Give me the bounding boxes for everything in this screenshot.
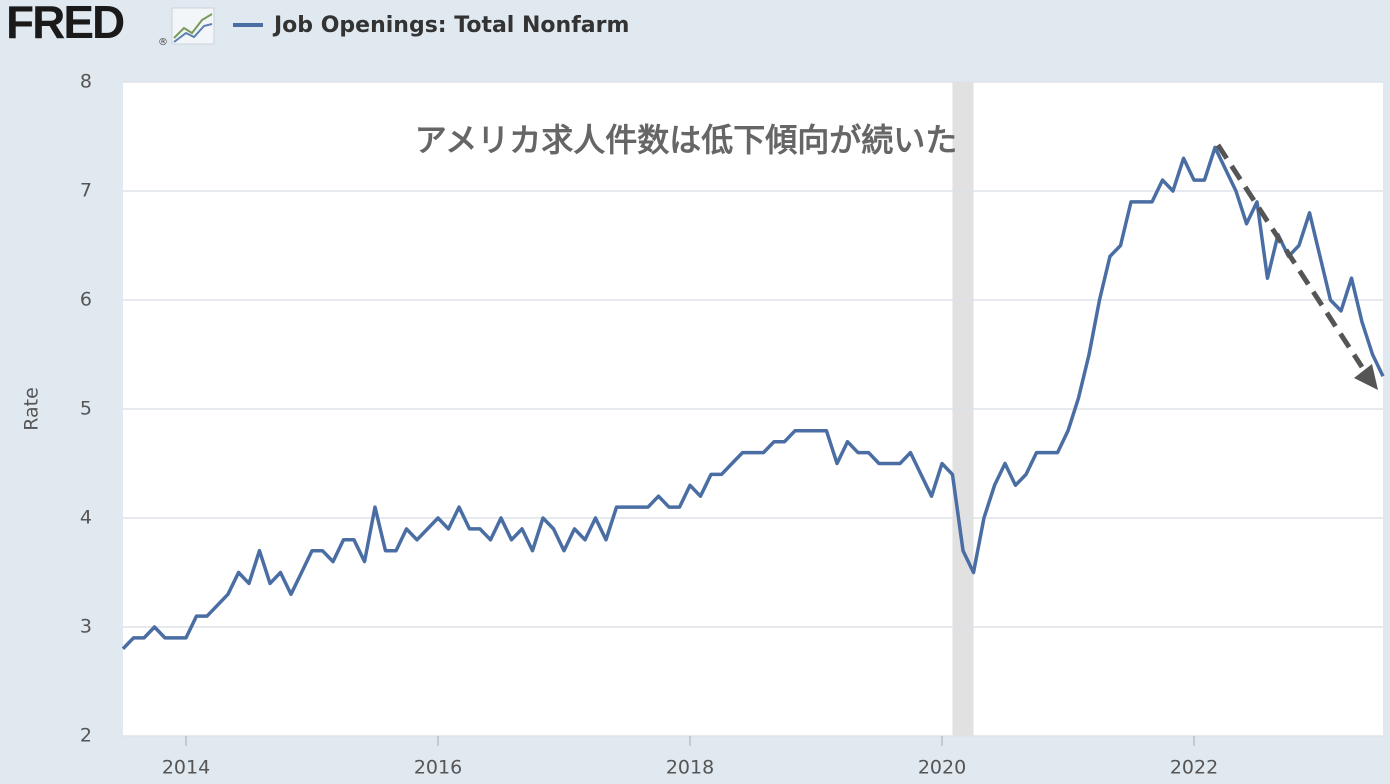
x-tick-label: 2020 [918, 757, 966, 779]
x-tick-label: 2022 [1170, 757, 1218, 779]
y-tick-label: 6 [80, 289, 92, 311]
y-tick-label: 8 [80, 71, 92, 93]
annotation: アメリカ求人件数は低下傾向が続いた [415, 121, 957, 159]
y-tick-label: 3 [80, 616, 92, 638]
x-tick-label: 2014 [162, 757, 210, 779]
y-tick-label: 7 [80, 180, 92, 202]
x-tick-label: 2016 [414, 757, 462, 779]
logo: FRED [6, 0, 124, 48]
logo-mark: ® [158, 37, 168, 48]
logo-icon [171, 7, 215, 45]
y-tick-label: 5 [80, 398, 92, 420]
legend-label: Job Openings: Total Nonfarm [272, 13, 629, 38]
y-tick-label: 2 [80, 725, 92, 747]
x-tick-label: 2018 [666, 757, 714, 779]
y-tick-label: 4 [80, 507, 92, 529]
y-axis-label: Rate [21, 387, 43, 431]
data-line [121, 145, 1385, 651]
trend-arrow [1215, 143, 1378, 390]
